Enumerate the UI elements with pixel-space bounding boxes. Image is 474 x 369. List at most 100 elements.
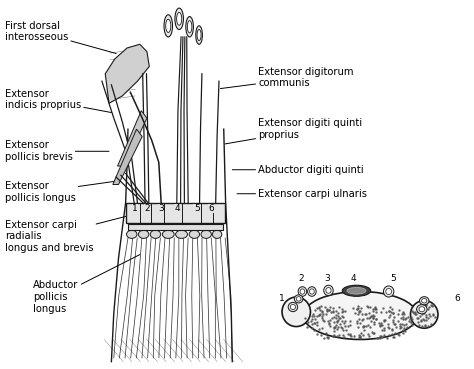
Ellipse shape bbox=[296, 297, 301, 301]
Point bbox=[354, 324, 361, 330]
Point bbox=[388, 309, 395, 315]
Point bbox=[388, 327, 395, 333]
Text: Abductor digiti quinti: Abductor digiti quinti bbox=[232, 165, 364, 175]
Point bbox=[308, 313, 316, 319]
Point bbox=[414, 308, 422, 314]
Point bbox=[353, 306, 360, 312]
Point bbox=[344, 323, 351, 329]
Text: 5: 5 bbox=[194, 204, 200, 213]
Text: 4: 4 bbox=[350, 274, 356, 283]
Point bbox=[391, 330, 398, 336]
Point bbox=[331, 324, 339, 330]
Point bbox=[390, 321, 398, 327]
Point bbox=[339, 327, 346, 332]
Point bbox=[320, 318, 328, 324]
Point bbox=[304, 319, 311, 325]
Point bbox=[365, 334, 373, 339]
Point bbox=[318, 313, 326, 319]
Point bbox=[361, 323, 368, 328]
Point bbox=[351, 310, 358, 315]
Point bbox=[358, 317, 366, 323]
Point bbox=[376, 334, 383, 339]
Point bbox=[389, 317, 397, 323]
Point bbox=[336, 321, 343, 327]
Ellipse shape bbox=[196, 26, 202, 44]
Point bbox=[354, 305, 362, 311]
Point bbox=[389, 326, 396, 332]
Point bbox=[346, 331, 354, 337]
Text: Extensor digitorum
communis: Extensor digitorum communis bbox=[220, 67, 354, 89]
Ellipse shape bbox=[308, 287, 316, 296]
Point bbox=[333, 312, 340, 318]
Point bbox=[371, 321, 378, 327]
Point bbox=[330, 314, 338, 320]
Ellipse shape bbox=[417, 305, 427, 314]
Point bbox=[340, 320, 347, 326]
Point bbox=[319, 308, 326, 314]
Point bbox=[323, 334, 331, 340]
Point bbox=[417, 317, 425, 323]
Point bbox=[356, 335, 364, 341]
Point bbox=[401, 315, 409, 321]
Text: Extensor carpi
radialis
longus and brevis: Extensor carpi radialis longus and brevi… bbox=[5, 214, 135, 253]
Point bbox=[397, 315, 405, 321]
Point bbox=[380, 327, 388, 332]
Point bbox=[399, 321, 406, 327]
Point bbox=[341, 323, 349, 329]
Point bbox=[401, 322, 408, 328]
Point bbox=[371, 304, 379, 310]
Point bbox=[369, 330, 377, 335]
Text: 2: 2 bbox=[298, 274, 304, 283]
Point bbox=[384, 324, 392, 330]
Point bbox=[314, 322, 321, 328]
Point bbox=[419, 323, 426, 329]
Point bbox=[311, 307, 319, 313]
Point bbox=[356, 334, 364, 339]
Text: 4: 4 bbox=[175, 204, 181, 213]
Ellipse shape bbox=[201, 230, 211, 238]
Text: 2: 2 bbox=[144, 204, 150, 213]
Ellipse shape bbox=[342, 285, 371, 296]
Bar bbox=[128, 224, 223, 230]
Point bbox=[377, 322, 385, 328]
Point bbox=[421, 322, 429, 328]
Point bbox=[338, 306, 346, 312]
Point bbox=[323, 308, 330, 314]
Ellipse shape bbox=[324, 285, 333, 296]
Text: 3: 3 bbox=[158, 204, 164, 213]
Point bbox=[399, 310, 407, 316]
Point bbox=[355, 303, 362, 309]
Ellipse shape bbox=[326, 287, 331, 293]
Point bbox=[413, 306, 421, 312]
Point bbox=[308, 321, 315, 327]
Point bbox=[389, 334, 397, 340]
Point bbox=[363, 303, 370, 309]
Ellipse shape bbox=[197, 30, 201, 41]
Point bbox=[408, 322, 416, 328]
Point bbox=[367, 318, 374, 324]
Point bbox=[382, 317, 389, 323]
Point bbox=[368, 313, 376, 319]
Point bbox=[356, 308, 364, 314]
Point bbox=[428, 303, 436, 309]
Ellipse shape bbox=[175, 230, 188, 238]
Point bbox=[316, 326, 323, 332]
Point bbox=[318, 332, 325, 338]
Point bbox=[385, 325, 392, 331]
Point bbox=[371, 306, 379, 311]
Point bbox=[323, 306, 331, 312]
Point bbox=[431, 314, 439, 320]
Point bbox=[333, 318, 341, 324]
Point bbox=[428, 302, 435, 308]
Point bbox=[356, 308, 363, 314]
Ellipse shape bbox=[177, 13, 182, 25]
Point bbox=[399, 331, 407, 337]
Point bbox=[409, 316, 416, 322]
Point bbox=[371, 319, 378, 325]
Point bbox=[336, 315, 344, 321]
Point bbox=[426, 314, 434, 320]
Point bbox=[325, 307, 332, 313]
Point bbox=[346, 322, 354, 328]
Point bbox=[307, 318, 314, 324]
Point bbox=[411, 309, 419, 315]
